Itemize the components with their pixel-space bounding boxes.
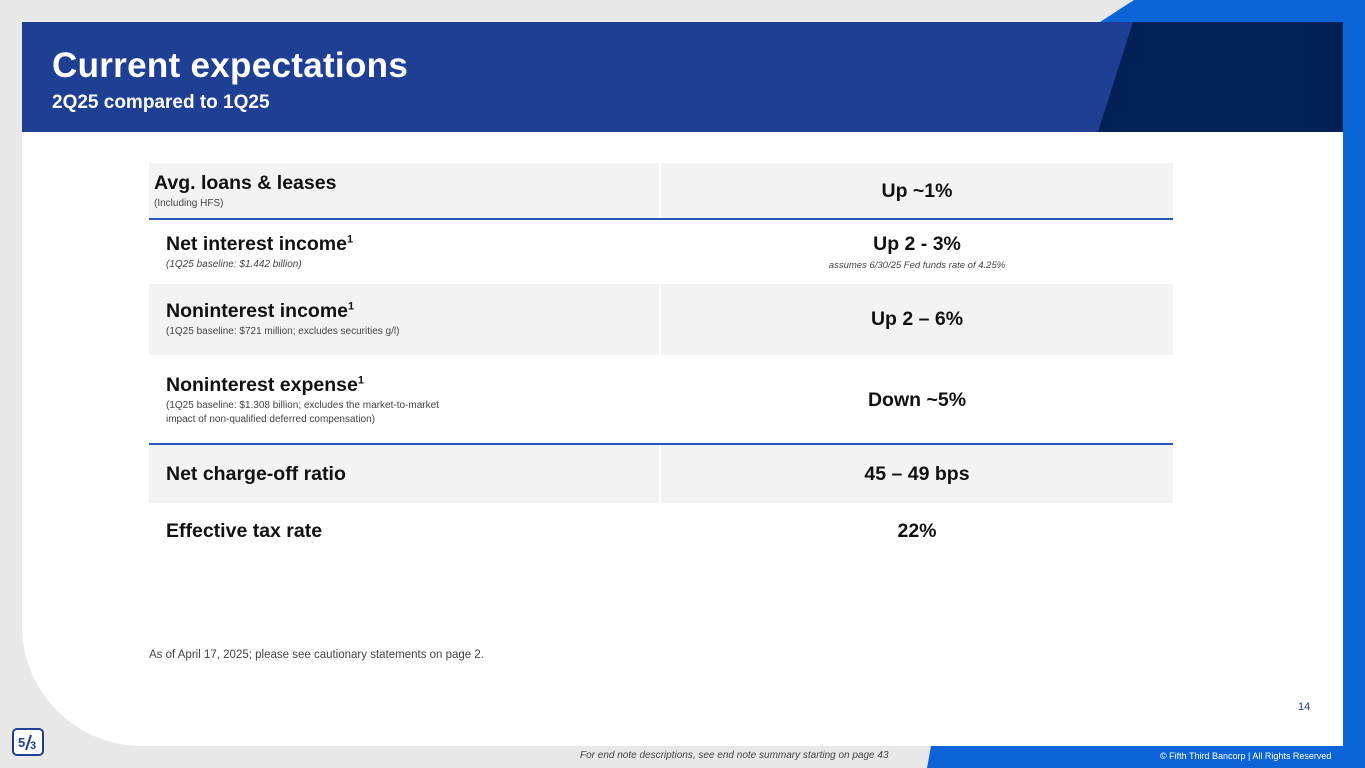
footnote-marker: 1 <box>346 233 354 246</box>
row-value: Down ~5% <box>867 388 967 411</box>
row-note: (Including HFS) <box>154 198 224 210</box>
top-accent-wedge <box>1100 0 1365 22</box>
row-label: Noninterest income1 <box>166 300 355 323</box>
row-label: Net interest income1 <box>166 232 354 255</box>
row-value: Up 2 - 3% <box>873 233 961 256</box>
page-subtitle: 2Q25 compared to 1Q25 <box>52 92 270 113</box>
row-label: Noninterest expense1 <box>166 373 364 396</box>
row-value: 22% <box>897 519 937 542</box>
slide-card: Current expectations 2Q25 compared to 1Q… <box>22 22 1343 746</box>
table-row: Noninterest expense1 (1Q25 baseline: $1.… <box>149 355 1173 445</box>
row-label-cell: Noninterest expense1 (1Q25 baseline: $1.… <box>149 355 659 445</box>
row-value-cell: 22% <box>661 503 1173 559</box>
row-label: Net charge-off ratio <box>166 462 346 485</box>
page-title: Current expectations <box>52 46 409 85</box>
header-accent-panel <box>1098 22 1343 132</box>
svg-text:3: 3 <box>30 740 36 752</box>
table-row: Effective tax rate 22% <box>149 503 1173 559</box>
table-row: Avg. loans & leases (Including HFS) Up ~… <box>149 163 1173 220</box>
row-label: Avg. loans & leases <box>154 172 337 195</box>
row-value: Up 2 – 6% <box>870 308 964 331</box>
footnote-marker: 1 <box>348 300 355 313</box>
row-note: (1Q25 baseline: $1.308 billion; excludes… <box>166 400 439 425</box>
row-value-cell: Up 2 - 3% assumes 6/30/25 Fed funds rate… <box>661 220 1173 284</box>
row-value-cell: Down ~5% <box>661 355 1173 445</box>
row-value-cell: Up 2 – 6% <box>661 284 1173 355</box>
row-value: 45 – 49 bps <box>864 462 970 485</box>
slide-header: Current expectations 2Q25 compared to 1Q… <box>22 22 1343 132</box>
row-label-cell: Net interest income1 (1Q25 baseline: $1.… <box>149 220 659 284</box>
row-note: (1Q25 baseline: $1.442 billion) <box>166 258 302 270</box>
copyright-text: © Fifth Third Bancorp | All Rights Reser… <box>1160 751 1332 761</box>
fifth-third-logo-icon: 5 3 <box>12 728 44 756</box>
table-row: Noninterest income1 (1Q25 baseline: $721… <box>149 284 1173 355</box>
table-row: Net charge-off ratio 45 – 49 bps <box>149 445 1173 503</box>
footer-bar <box>927 746 1365 768</box>
right-accent-strip <box>1343 0 1365 768</box>
row-label-cell: Effective tax rate <box>149 503 659 559</box>
page-number: 14 <box>1298 701 1311 713</box>
disclaimer-text: As of April 17, 2025; please see caution… <box>149 649 484 661</box>
row-value-note: assumes 6/30/25 Fed funds rate of 4.25% <box>828 259 1006 271</box>
row-value-cell: Up ~1% <box>661 163 1173 220</box>
row-label-cell: Net charge-off ratio <box>149 445 659 503</box>
footnote-marker: 1 <box>357 374 364 387</box>
row-label-cell: Avg. loans & leases (Including HFS) <box>149 163 659 220</box>
row-value-cell: 45 – 49 bps <box>661 445 1173 503</box>
row-label: Effective tax rate <box>166 519 323 542</box>
row-note: (1Q25 baseline: $721 million; excludes s… <box>166 326 400 338</box>
row-label-cell: Noninterest income1 (1Q25 baseline: $721… <box>149 284 659 355</box>
end-note-reference: For end note descriptions, see end note … <box>580 750 889 761</box>
table-row: Net interest income1 (1Q25 baseline: $1.… <box>149 220 1173 284</box>
svg-text:5: 5 <box>18 735 25 750</box>
row-value: Up ~1% <box>881 180 953 203</box>
expectations-table: Avg. loans & leases (Including HFS) Up ~… <box>149 163 1173 559</box>
